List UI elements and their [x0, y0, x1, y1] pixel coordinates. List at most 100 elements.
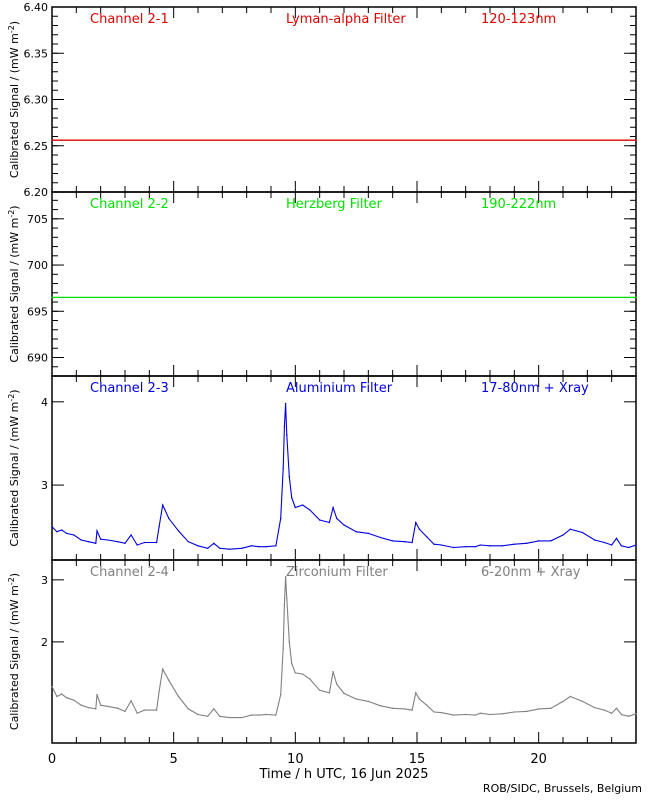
data-point	[117, 540, 119, 543]
data-point	[415, 521, 417, 524]
data-point	[318, 519, 321, 521]
data-point	[80, 704, 82, 706]
data-point	[275, 714, 277, 716]
data-point	[51, 296, 53, 299]
data-point	[411, 541, 413, 544]
data-point	[213, 708, 215, 710]
data-point	[501, 713, 503, 715]
data-point	[283, 603, 286, 606]
data-point	[96, 530, 98, 532]
data-point	[489, 713, 491, 716]
data-point	[474, 545, 477, 548]
data-point	[65, 697, 68, 699]
data-point	[355, 698, 357, 700]
panel-label-right: 120-123nm	[481, 12, 556, 27]
data-point	[265, 713, 267, 716]
data-point	[332, 670, 334, 673]
data-point	[73, 699, 75, 701]
panel-2: 690 695 700 705 Calibrated Signal / (mW m-2)…	[7, 191, 637, 377]
y-tick-label: 4	[41, 396, 48, 409]
y-tick-label: 6.25	[24, 140, 49, 153]
data-point	[562, 534, 564, 536]
data-point	[177, 695, 180, 698]
data-point	[569, 528, 571, 530]
data-point	[301, 504, 304, 506]
data-point	[464, 545, 467, 548]
y-tick-label: 6.20	[24, 186, 49, 199]
data-point	[581, 531, 584, 534]
data-point	[73, 534, 75, 536]
data-point	[318, 689, 321, 691]
data-point	[95, 542, 97, 545]
plot-frame	[51, 6, 637, 193]
data-point	[635, 713, 637, 715]
data-point	[489, 545, 491, 547]
data-point	[367, 700, 370, 703]
plot-frame	[51, 375, 637, 561]
data-point	[415, 692, 417, 694]
y-tick-label: 2	[41, 636, 48, 649]
y-tick-label: 700	[27, 259, 48, 272]
data-point	[280, 693, 282, 696]
data-point	[593, 706, 596, 709]
data-point	[87, 540, 90, 543]
data-point	[207, 715, 209, 718]
data-point	[464, 713, 467, 716]
data-point	[433, 711, 435, 713]
data-point	[391, 707, 394, 709]
data-point	[328, 521, 331, 524]
data-point	[107, 539, 109, 541]
data-point	[143, 541, 146, 544]
data-point	[628, 715, 630, 718]
data-point	[343, 692, 345, 695]
data-point	[433, 543, 435, 545]
data-point	[51, 685, 53, 688]
data-point	[426, 535, 428, 538]
x-tick-label: 15	[409, 752, 426, 767]
data-point	[290, 662, 293, 665]
data-point	[367, 532, 370, 535]
data-point	[379, 536, 382, 539]
data-point	[513, 543, 516, 545]
y-tick-label: 695	[27, 305, 48, 318]
data-point	[158, 525, 160, 528]
data-point	[550, 540, 552, 542]
data-point	[343, 524, 345, 526]
data-point	[168, 679, 170, 682]
data-point	[56, 695, 58, 698]
data-point	[610, 712, 613, 714]
y-axis-label: Calibrated Signal / (mW m-2)	[7, 389, 21, 546]
data-point	[99, 538, 102, 540]
data-point	[51, 525, 53, 528]
data-point	[294, 672, 297, 674]
data-point	[355, 530, 357, 533]
data-point	[284, 576, 287, 578]
data-point	[635, 139, 637, 141]
data-point	[562, 700, 564, 703]
data-point	[99, 704, 102, 706]
data-point	[61, 529, 63, 531]
data-point	[603, 541, 606, 544]
data-point	[136, 712, 138, 714]
data-point	[635, 296, 637, 299]
data-point	[404, 540, 406, 543]
data-point	[219, 715, 221, 718]
data-point	[525, 542, 528, 545]
data-point	[620, 545, 623, 547]
data-point	[391, 540, 394, 542]
data-point	[61, 693, 63, 695]
data-point	[162, 504, 164, 506]
data-point	[284, 402, 287, 405]
data-point	[187, 540, 189, 543]
data-point	[158, 690, 160, 693]
data-point	[452, 546, 455, 549]
y-tick-label: 3	[41, 574, 48, 587]
data-point	[635, 544, 637, 546]
data-point	[550, 707, 552, 709]
data-point	[143, 709, 146, 711]
data-point	[309, 678, 311, 680]
data-point	[96, 693, 98, 696]
data-point	[282, 647, 284, 649]
y-axis-label: Calibrated Signal / (mW m-2)	[7, 21, 21, 178]
